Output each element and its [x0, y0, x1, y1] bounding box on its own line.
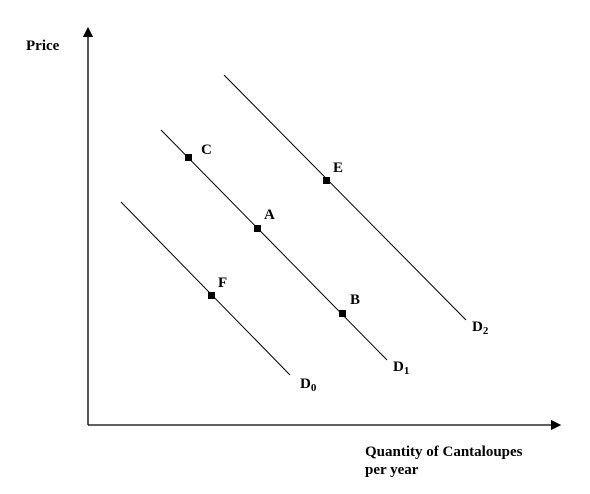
point-c-marker — [185, 154, 192, 161]
demand-curve-d0 — [120, 201, 291, 376]
point-e-marker — [323, 177, 330, 184]
y-axis-label: Price — [26, 38, 60, 54]
point-f-label: F — [218, 275, 227, 291]
point-b-marker — [339, 310, 346, 317]
point-f-marker — [208, 292, 215, 299]
point-c-label: C — [201, 142, 212, 158]
demand-curve-d2 — [223, 74, 467, 321]
x-axis-label-line2: per year — [365, 462, 419, 478]
point-a-label: A — [264, 207, 275, 223]
point-a-marker — [254, 225, 261, 232]
curve-label-d1: D1 — [393, 359, 409, 377]
point-e-label: E — [333, 160, 343, 176]
curve-label-d2: D2 — [472, 319, 489, 337]
curve-label-d0: D0 — [300, 376, 317, 394]
x-axis-label-line1: Quantity of Cantaloupes — [365, 444, 523, 460]
point-b-label: B — [350, 292, 360, 308]
demand-curve-d1 — [160, 129, 388, 361]
